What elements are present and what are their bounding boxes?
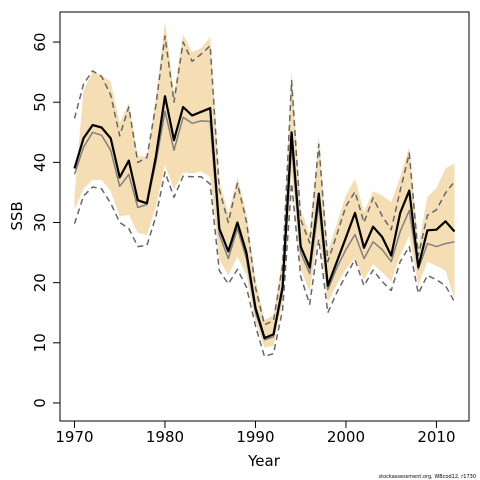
lower-bound-line <box>73 171 456 358</box>
x-tick-label: 2000 <box>327 428 365 446</box>
x-tick-label: 1970 <box>55 428 93 446</box>
y-tick-label: 50 <box>31 93 49 112</box>
y-tick-label: 10 <box>31 333 49 352</box>
confidence-band-layer <box>74 21 455 348</box>
y-axis-title: SSB <box>8 201 26 230</box>
x-tick-label: 1990 <box>236 428 274 446</box>
confidence-band <box>74 21 455 348</box>
footnote: stockassessment.org, WBcod12, r1730 <box>379 474 476 480</box>
y-tick-label: 30 <box>31 213 49 232</box>
series-lines-layer <box>73 35 456 358</box>
y-tick-label: 40 <box>31 153 49 172</box>
y-tick-label: 0 <box>31 398 49 408</box>
y-tick-label: 60 <box>31 33 49 52</box>
x-tick-label: 2010 <box>417 428 455 446</box>
alternative-line <box>73 110 455 341</box>
x-axis: 1970 1980 1990 2000 2010 <box>55 420 456 446</box>
estimate-line <box>73 95 456 340</box>
y-tick-label: 20 <box>31 273 49 292</box>
y-axis: 0 10 20 30 40 50 60 <box>31 33 61 408</box>
x-axis-title: Year <box>247 452 281 470</box>
upper-bound-line <box>73 35 456 326</box>
x-tick-label: 1980 <box>146 428 184 446</box>
